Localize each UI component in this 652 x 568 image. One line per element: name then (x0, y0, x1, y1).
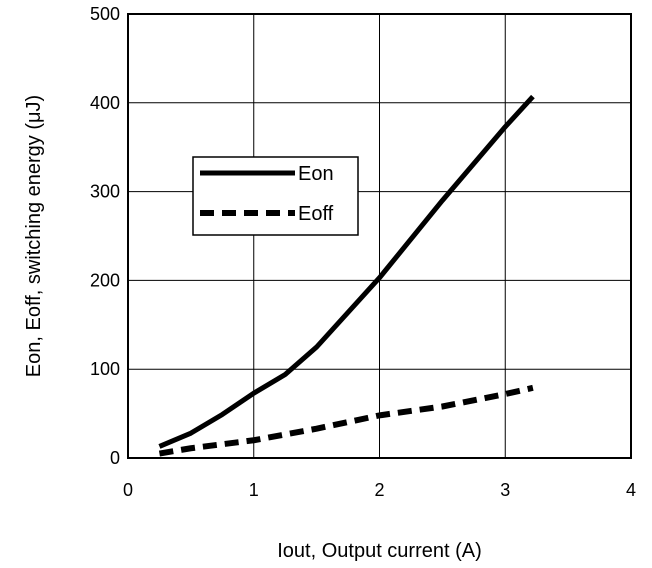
x-tick-labels: 0 1 2 3 4 (123, 480, 636, 500)
legend-label-eoff: Eoff (298, 203, 334, 225)
y-tick-label-4: 400 (90, 93, 120, 113)
legend-label-eon: Eon (298, 163, 334, 185)
x-tick-label-3: 3 (500, 480, 510, 500)
plot-frame (127, 13, 632, 459)
y-axis-label: Eon, Eoff, switching energy (μJ) (23, 95, 45, 377)
legend-box (192, 156, 359, 236)
y-tick-label-2: 200 (90, 270, 120, 290)
y-tick-labels: 0 100 200 300 400 500 (90, 4, 120, 468)
y-tick-label-1: 100 (90, 359, 120, 379)
series-layer (158, 94, 535, 457)
x-tick-label-0: 0 (123, 480, 133, 500)
series-line-eoff (158, 384, 534, 457)
x-axis-label: Iout, Output current (A) (277, 540, 482, 562)
x-tick-label-1: 1 (249, 480, 259, 500)
series-line-eon (158, 94, 535, 449)
grid-lines (127, 13, 632, 459)
y-tick-label-5: 500 (90, 4, 120, 24)
x-tick-label-4: 4 (626, 480, 636, 500)
legend: Eon Eoff (192, 156, 359, 236)
y-tick-label-0: 0 (110, 448, 120, 468)
y-tick-label-3: 300 (90, 182, 120, 202)
x-tick-label-2: 2 (374, 480, 384, 500)
